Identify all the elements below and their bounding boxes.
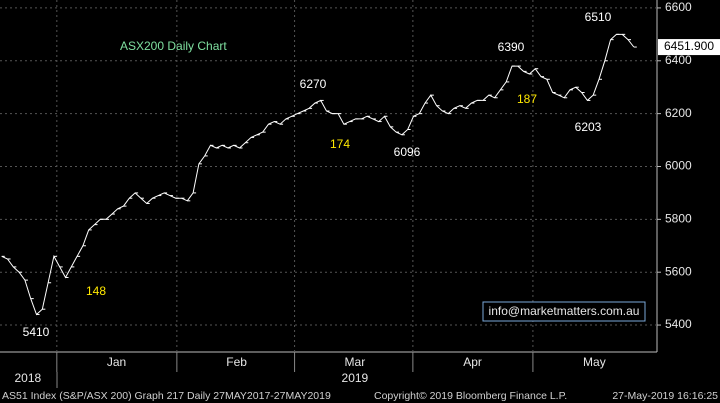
chart-title: ASX200 Daily Chart: [120, 39, 227, 53]
footer-right: 27-May-2019 16:16:25: [612, 390, 718, 402]
x-tick-label: Feb: [226, 355, 247, 369]
footer-middle: Copyright© 2019 Bloomberg Finance L.P.: [374, 390, 567, 402]
x-tick-label: Jan: [107, 355, 126, 369]
x-tick-label: Apr: [463, 355, 482, 369]
annotation: 187: [517, 92, 537, 106]
year-label: 2019: [342, 371, 369, 385]
annotation: 6203: [575, 120, 602, 134]
footer-left: AS51 Index (S&P/ASX 200) Graph 217 Daily…: [2, 390, 331, 402]
annotation: 148: [86, 284, 106, 298]
y-tick-label: 5600: [665, 264, 692, 278]
y-tick-label: 5400: [665, 317, 692, 331]
watermark-box: [482, 301, 646, 322]
last-price-label: 6451.900: [664, 39, 714, 53]
y-tick-label: 5800: [665, 212, 692, 226]
annotation: 5410: [23, 325, 50, 339]
annotation: 6390: [498, 40, 525, 54]
annotation: 174: [330, 137, 350, 151]
price-line: [1, 33, 635, 316]
y-tick-label: 6600: [665, 0, 692, 14]
last-price-box: [658, 39, 720, 56]
x-tick-label: May: [583, 355, 606, 369]
year-label: 2018: [14, 371, 41, 385]
y-tick-label: 6400: [665, 53, 692, 67]
annotation: 6270: [300, 77, 327, 91]
y-tick-label: 6000: [665, 159, 692, 173]
annotation: 6510: [585, 10, 612, 24]
x-tick-label: Mar: [345, 355, 366, 369]
y-tick-label: 6200: [665, 106, 692, 120]
annotation: 6096: [394, 145, 421, 159]
watermark: info@marketmatters.com.au: [489, 304, 640, 318]
